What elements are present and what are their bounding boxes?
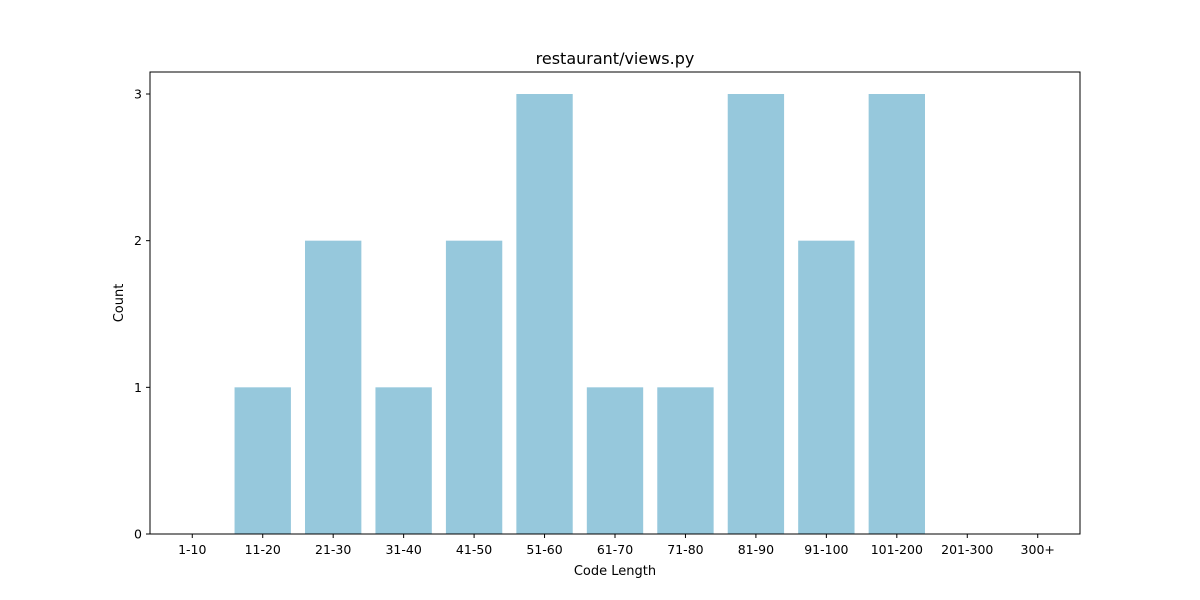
bar-51-60 bbox=[516, 94, 573, 534]
x-axis: 1-10 11-20 21-30 31-40 41-50 51-60 61-70 71-80 8… bbox=[178, 534, 1055, 557]
bar-81-90 bbox=[727, 94, 785, 534]
x-tick-label: 71-80 bbox=[667, 542, 703, 557]
bar-21-30 bbox=[305, 240, 362, 535]
x-tick-label: 81-90 bbox=[738, 542, 774, 557]
bar-71-80 bbox=[657, 387, 714, 534]
bar-41-50 bbox=[445, 240, 503, 535]
x-tick-label: 101-200 bbox=[871, 542, 923, 557]
y-axis: 0 1 2 3 bbox=[134, 87, 150, 542]
y-tick-label: 1 bbox=[134, 380, 142, 395]
x-tick-label: 31-40 bbox=[385, 542, 421, 557]
x-tick-label: 21-30 bbox=[315, 542, 351, 557]
x-tick-label: 11-20 bbox=[245, 542, 281, 557]
y-tick-label: 3 bbox=[134, 87, 142, 102]
bar-61-70 bbox=[586, 387, 644, 534]
x-tick-label: 201-300 bbox=[941, 542, 993, 557]
x-tick-label: 91-100 bbox=[804, 542, 848, 557]
bar-101-200 bbox=[868, 94, 925, 534]
bar-31-40 bbox=[375, 387, 432, 534]
bar-91-100 bbox=[798, 240, 855, 535]
bars-group bbox=[234, 94, 925, 535]
y-tick-label: 2 bbox=[134, 233, 142, 248]
x-tick-label: 41-50 bbox=[456, 542, 492, 557]
chart-title: restaurant/views.py bbox=[536, 49, 695, 68]
bar-11-20 bbox=[234, 387, 291, 534]
x-tick-label: 61-70 bbox=[597, 542, 633, 557]
y-tick-label: 0 bbox=[134, 527, 142, 542]
x-tick-label: 300+ bbox=[1021, 542, 1055, 557]
y-axis-label: Count bbox=[112, 284, 127, 323]
x-axis-label: Code Length bbox=[574, 564, 656, 579]
x-tick-label: 1-10 bbox=[178, 542, 206, 557]
x-tick-label: 51-60 bbox=[526, 542, 562, 557]
